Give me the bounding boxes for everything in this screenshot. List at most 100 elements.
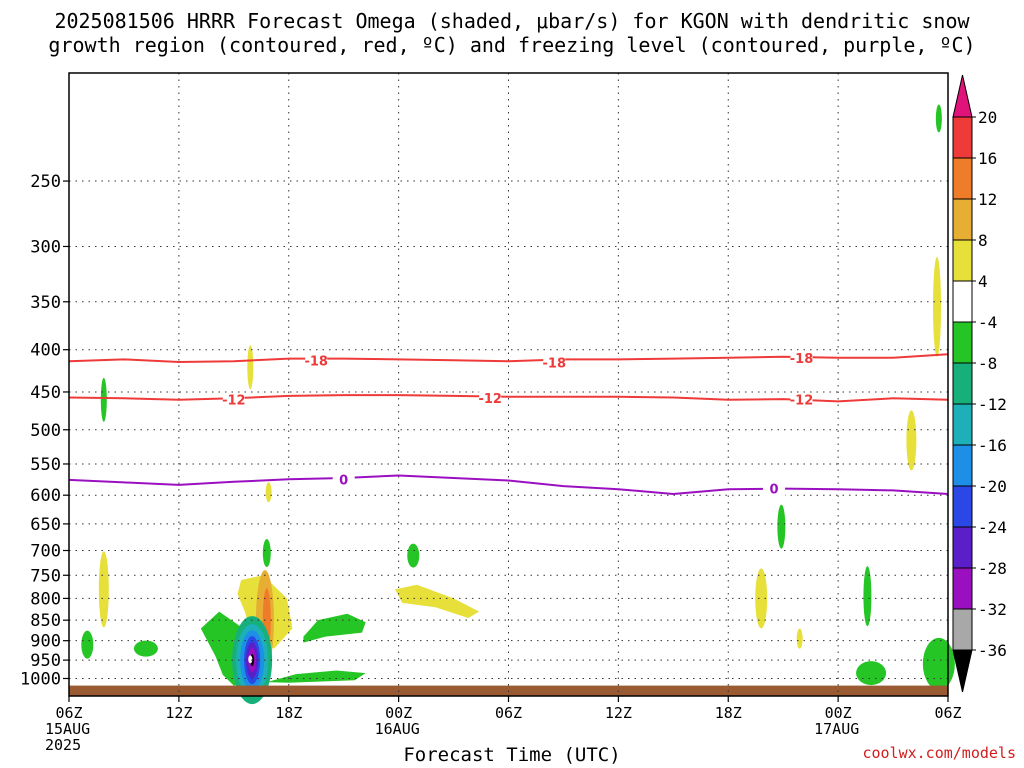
colorbar-label: -36 [978,641,1007,660]
colorbar: 20 16 12 8 4 -4 -8 -12 -16 -20 -24 -28 -32 -36 [952,74,1007,693]
colorbar-label: 8 [978,231,988,250]
omega-blob [98,551,109,628]
colorbar-segment [952,362,973,405]
y-tick-label: 600 [30,486,61,506]
colorbar-label: 16 [978,149,997,168]
x-tick-label: 16AUG [375,720,420,738]
y-tick-label: 950 [30,651,61,671]
x-tick-label: 2025 [45,736,81,754]
y-tick-label: 900 [30,632,61,652]
omega-blob [262,539,271,568]
omega-blob [394,584,480,619]
x-axis-label: Forecast Time (UTC) [403,744,621,766]
chart-title-line-1: 2025081506 HRRR Forecast Omega (shaded, … [54,9,970,33]
contour-label-bg [479,391,502,406]
y-tick-label: 850 [30,611,61,631]
colorbar-label: -12 [978,395,1007,414]
colorbar-segment [952,116,973,159]
colorbar-label: -20 [978,477,1007,496]
x-tick-label: 17AUG [814,720,859,738]
x-tick-label: 12Z [165,704,192,722]
y-tick-label: 1000 [20,669,61,689]
y-tick-label: 650 [30,515,61,535]
x-tick-label: 06Z [55,704,82,722]
x-tick-label: 06Z [495,704,522,722]
omega-blob [407,543,420,568]
colorbar-segment [952,608,973,651]
contour-label-bg [763,482,786,497]
colorbar-top-arrow [952,74,973,118]
omega-blob [755,568,768,629]
colorbar-label: -8 [978,354,997,373]
colorbar-label: 20 [978,108,997,127]
omega-core-layer [248,655,253,664]
y-tick-label: 750 [30,566,61,586]
contour-label: -18 [790,352,814,367]
omega-blob [906,410,917,471]
omega-blob [933,256,942,357]
contour-label-bg [543,355,566,370]
contour-label: -18 [304,355,328,370]
x-tick-label: 18Z [275,704,302,722]
omega-blob [81,630,94,659]
colorbar-segment [952,485,973,528]
temperature-contours: -18 -18 -18 -12 -12 -12 0 0 [68,351,949,498]
contour-label-bg [332,472,355,487]
y-tick-label: 250 [30,172,61,192]
omega-blob [247,345,254,390]
omega-blob [100,377,107,422]
colorbar-label: -24 [978,518,1007,537]
y-axis: 2503003504004505005506006507007508008509… [20,172,69,689]
x-tick-label: 12Z [605,704,632,722]
colorbar-label: 12 [978,190,997,209]
x-tick-label: 15AUG [45,720,90,738]
colorbar-segment [952,198,973,241]
grid-lines [69,73,948,696]
colorbar-label: -32 [978,600,1007,619]
y-tick-label: 500 [30,421,61,441]
omega-blob [856,661,887,686]
x-tick-label: 18Z [715,704,742,722]
omega-blob [922,637,955,690]
chart-title-line-2: growth region (contoured, red, ºC) and f… [48,33,976,57]
omega-blob [796,628,803,649]
contour-line-0 [68,474,949,496]
omega-blob [303,613,366,643]
contour-label: 0 [339,473,348,488]
omega-blob [133,640,158,657]
y-tick-label: 550 [30,455,61,475]
y-tick-label: 350 [30,293,61,313]
y-tick-label: 700 [30,542,61,562]
y-tick-label: 450 [30,383,61,403]
contour-label: -12 [790,393,814,408]
contour-label-bg [222,392,245,407]
omega-blob [863,566,872,627]
x-tick-label: 00Z [825,704,852,722]
omega-shading [81,104,955,705]
colorbar-segment [952,239,973,282]
contour-label: 0 [770,483,779,498]
colorbar-segment [952,321,973,364]
omega-blob [935,104,942,133]
colorbar-bottom-arrow [952,649,973,693]
contour-label: -18 [543,356,567,371]
y-tick-label: 300 [30,237,61,257]
contour-line--18 [68,353,949,364]
omega-blob [777,504,786,549]
contour-label-bg [790,351,813,366]
colorbar-segment [952,157,973,200]
omega-blob [266,670,366,683]
colorbar-label: -4 [978,313,997,332]
contour-label-bg [305,354,328,369]
x-tick-label: 00Z [385,704,412,722]
colorbar-segment [952,526,973,569]
plot-frame [68,72,949,697]
colorbar-segment [952,280,973,323]
y-tick-label: 400 [30,341,61,361]
y-tick-label: 800 [30,589,61,609]
contour-label: -12 [478,392,502,407]
colorbar-label: -28 [978,559,1007,578]
x-tick-label: 06Z [934,704,961,722]
